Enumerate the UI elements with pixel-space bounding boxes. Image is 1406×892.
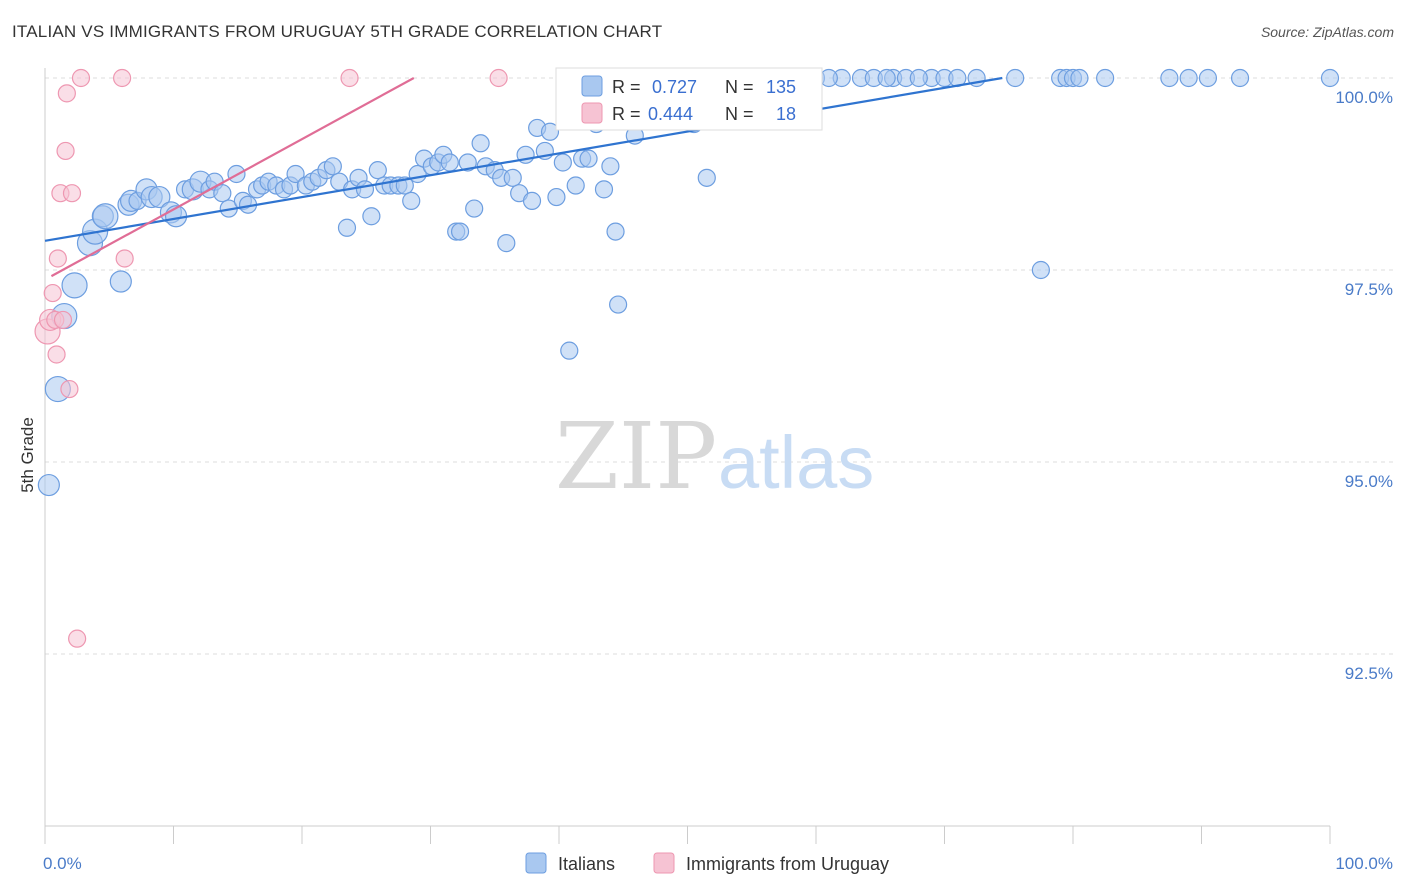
- uruguay-point-12: [112, 68, 132, 88]
- x-tick-labels: 0.0% 100.0%: [43, 854, 1393, 873]
- italians-point-65: [497, 234, 516, 253]
- chart-source: Source: ZipAtlas.com: [1260, 24, 1394, 40]
- italians-point-73: [547, 187, 566, 207]
- italians-point-61: [471, 134, 490, 153]
- italians-point-58: [450, 222, 470, 241]
- trend-line-italians: [44, 76, 1003, 242]
- italians-point-124: [1096, 68, 1115, 88]
- y-tick-label-1: 95.0%: [1345, 472, 1393, 491]
- y-axis-label: 5th Grade: [18, 417, 37, 493]
- italians-point-118: [1006, 68, 1025, 88]
- italians-point-60: [465, 199, 484, 218]
- y-tick-label-0: 92.5%: [1345, 664, 1393, 683]
- italians-point-38: [323, 157, 342, 176]
- italians-point-14: [148, 185, 171, 209]
- legend-bottom-italians: Italians: [558, 854, 615, 874]
- uruguay-point-3: [47, 345, 66, 364]
- italians-point-126: [1179, 68, 1198, 88]
- legend-r-value-1: 0.727: [652, 77, 697, 97]
- legend-n-label-2: N =: [725, 104, 754, 124]
- uruguay-point-7: [57, 84, 76, 103]
- uruguay-point-9: [62, 184, 82, 203]
- y-tick-labels: 92.5% 95.0% 97.5% 100.0%: [1335, 88, 1393, 683]
- italians-point-125: [1160, 68, 1179, 88]
- italians-point-83: [609, 295, 628, 314]
- uruguay-point-17: [53, 310, 73, 330]
- italians-point-75: [560, 341, 579, 360]
- italians-point-3: [61, 272, 88, 299]
- uruguay-point-14: [340, 68, 359, 88]
- italians-point-119: [1031, 260, 1050, 280]
- legend-bottom-swatch-italians: [525, 852, 547, 874]
- italians-point-81: [601, 157, 620, 176]
- italians-point-76: [566, 176, 585, 195]
- italians-point-72: [540, 122, 560, 141]
- italians-point-78: [579, 149, 598, 168]
- trend-line-uruguay: [50, 77, 415, 278]
- series-uruguay: [34, 68, 508, 648]
- legend-bottom: Italians Immigrants from Uruguay: [525, 852, 889, 874]
- y-tick-label-3: 100.0%: [1335, 88, 1393, 107]
- legend-swatch-italians: [581, 75, 603, 97]
- italians-point-0: [37, 473, 60, 497]
- italians-point-132: [877, 68, 896, 88]
- legend-r-label-1: R =: [612, 77, 641, 97]
- legend-n-value-2: 18: [776, 104, 796, 124]
- italians-point-43: [355, 180, 375, 199]
- legend-swatch-uruguay: [581, 102, 603, 124]
- italians-point-7: [92, 203, 119, 230]
- italians-point-45: [368, 161, 387, 180]
- italians-point-8: [109, 270, 132, 293]
- uruguay-point-15: [489, 68, 508, 88]
- watermark-atlas: atlas: [718, 421, 874, 504]
- italians-point-59: [458, 153, 477, 172]
- italians-point-40: [337, 218, 357, 237]
- italians-point-44: [362, 207, 381, 226]
- uruguay-point-4: [48, 249, 67, 268]
- uruguay-point-8: [60, 379, 79, 399]
- watermark-zip: ZIP: [555, 403, 717, 510]
- legend-r-label-2: R =: [612, 104, 641, 124]
- legend-n-value-1: 135: [766, 77, 796, 97]
- italians-point-123: [1070, 68, 1089, 88]
- x-tick-label-1: 100.0%: [1335, 854, 1393, 873]
- italians-point-131: [819, 68, 838, 88]
- italians-point-22: [213, 184, 232, 203]
- uruguay-point-2: [43, 283, 62, 303]
- legend-r-value-2: 0.444: [648, 104, 693, 124]
- uruguay-point-11: [71, 68, 91, 88]
- legend-bottom-swatch-uruguay: [653, 852, 675, 874]
- italians-point-56: [440, 153, 459, 172]
- italians-point-128: [1230, 68, 1250, 88]
- italians-point-97: [697, 168, 716, 187]
- italians-point-50: [402, 191, 421, 210]
- italians-point-33: [286, 164, 305, 184]
- uruguay-point-6: [56, 141, 75, 161]
- legend-top: R = 0.727 N = 135 R = 0.444 N = 18: [555, 67, 823, 131]
- italians-point-82: [606, 222, 625, 241]
- legend-bottom-uruguay: Immigrants from Uruguay: [686, 854, 889, 874]
- italians-point-69: [522, 191, 542, 210]
- axes: [44, 68, 1331, 844]
- uruguay-point-10: [68, 629, 87, 648]
- y-tick-label-2: 97.5%: [1345, 280, 1393, 299]
- uruguay-point-13: [115, 249, 134, 268]
- italians-point-66: [503, 168, 522, 187]
- italians-point-133: [909, 68, 928, 88]
- italians-point-127: [1198, 68, 1218, 88]
- chart-title: ITALIAN VS IMMIGRANTS FROM URUGUAY 5TH G…: [12, 22, 663, 41]
- legend-n-label-1: N =: [725, 77, 754, 97]
- italians-point-80: [594, 180, 614, 199]
- italians-point-74: [553, 153, 572, 172]
- x-tick-label-0: 0.0%: [43, 854, 82, 873]
- grid-lines: [45, 77, 1396, 655]
- trend-lines: [44, 76, 1003, 278]
- italians-point-129: [1320, 68, 1340, 88]
